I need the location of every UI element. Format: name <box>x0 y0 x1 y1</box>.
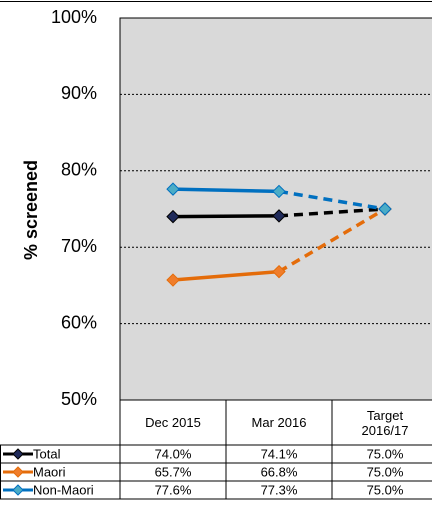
data-label: 75.0% <box>367 446 404 461</box>
data-label: 77.6% <box>155 482 192 497</box>
data-label: 74.0% <box>155 446 192 461</box>
category-cell: Mar 2016 <box>251 415 307 430</box>
legend-key-marker <box>12 484 24 496</box>
data-label: 75.0% <box>367 482 404 497</box>
legend-label: Non-Maori <box>33 482 94 497</box>
series-line <box>172 187 280 194</box>
data-label: 77.3% <box>261 482 298 497</box>
data-label: 65.7% <box>155 464 192 479</box>
marker <box>378 202 392 216</box>
legend-key-marker <box>12 466 24 478</box>
marker <box>272 264 286 279</box>
marker <box>272 184 286 199</box>
target-line <box>278 207 386 218</box>
x-tick-label: Target 2016/17 <box>361 407 409 438</box>
data-label: 75.0% <box>367 464 404 479</box>
legend-key-marker <box>12 448 24 460</box>
y-tick-label: 90% <box>61 83 97 103</box>
series-line <box>172 269 280 282</box>
x-tick-label: Dec 2015 <box>145 415 201 430</box>
data-label: 74.1% <box>261 446 298 461</box>
marker <box>272 209 286 223</box>
legend-label: Maori <box>33 464 66 479</box>
x-tick-label: Mar 2016 <box>251 415 307 430</box>
target-line <box>278 207 386 274</box>
legend-label: Total <box>33 446 61 461</box>
category-cell: Dec 2015 <box>145 415 201 430</box>
y-tick-label: 50% <box>61 389 97 409</box>
marker <box>166 209 180 224</box>
target-line <box>278 189 386 211</box>
series-line <box>172 214 280 219</box>
marker <box>166 182 180 196</box>
category-cell: Target 2016/17 <box>361 407 409 438</box>
marker <box>166 273 180 287</box>
y-tick-label: 70% <box>61 236 97 256</box>
y-tick-label: 100% <box>51 7 97 27</box>
y-axis-label: % screened <box>21 160 41 260</box>
data-label: 66.8% <box>261 464 298 479</box>
y-tick-label: 80% <box>61 160 97 180</box>
y-tick-label: 60% <box>61 312 97 332</box>
